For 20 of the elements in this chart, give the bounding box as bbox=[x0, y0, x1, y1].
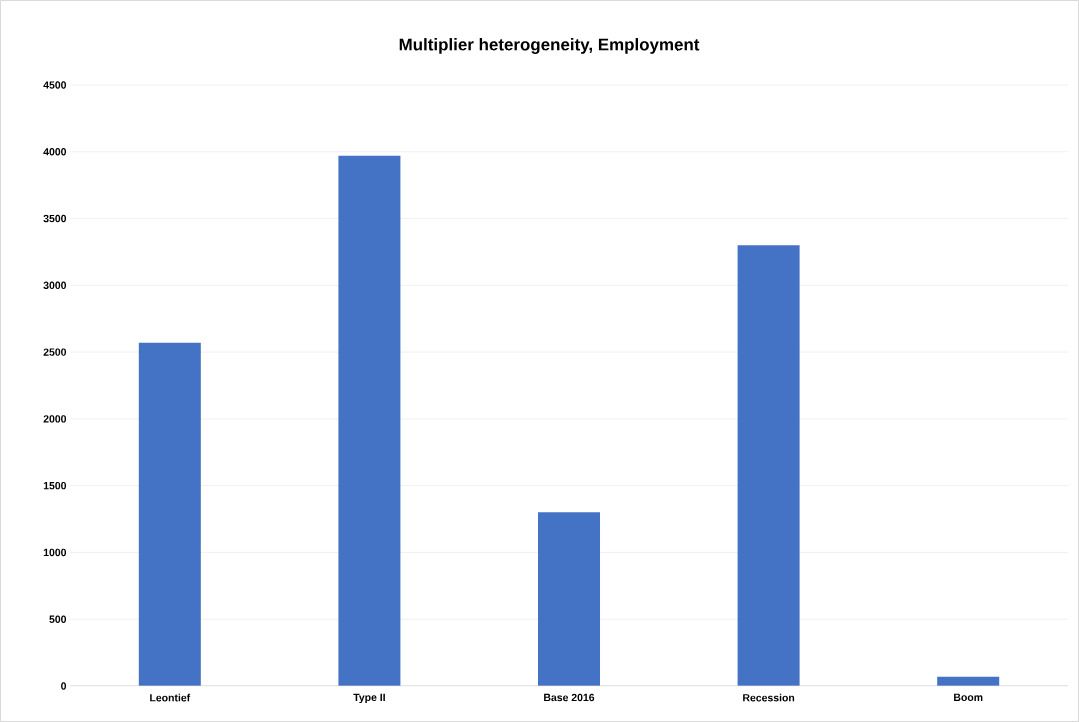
bar bbox=[338, 155, 401, 686]
y-tick-label: 4000 bbox=[43, 148, 67, 156]
y-tick-label: 1500 bbox=[43, 481, 67, 490]
x-tick-label: Recession bbox=[743, 693, 795, 702]
bar bbox=[138, 342, 201, 686]
y-tick-label: 1000 bbox=[43, 548, 67, 557]
x-tick-label: Boom bbox=[954, 693, 983, 702]
x-tick-label: Leontief bbox=[150, 693, 191, 702]
x-tick-label: Base 2016 bbox=[544, 693, 595, 702]
y-tick-label: 2000 bbox=[43, 415, 67, 423]
x-tick-label: Type II bbox=[353, 693, 385, 704]
bar bbox=[737, 245, 800, 686]
y-tick-label: 0 bbox=[61, 682, 67, 690]
bar bbox=[538, 512, 601, 686]
y-tick-label: 4500 bbox=[43, 81, 67, 89]
y-tick-label: 500 bbox=[49, 615, 67, 623]
y-tick-label: 3500 bbox=[43, 214, 67, 223]
y-tick-label: 2500 bbox=[43, 348, 67, 356]
y-tick-label: 3000 bbox=[43, 281, 67, 290]
chart-title: Multiplier heterogeneity, Employment bbox=[399, 38, 700, 54]
